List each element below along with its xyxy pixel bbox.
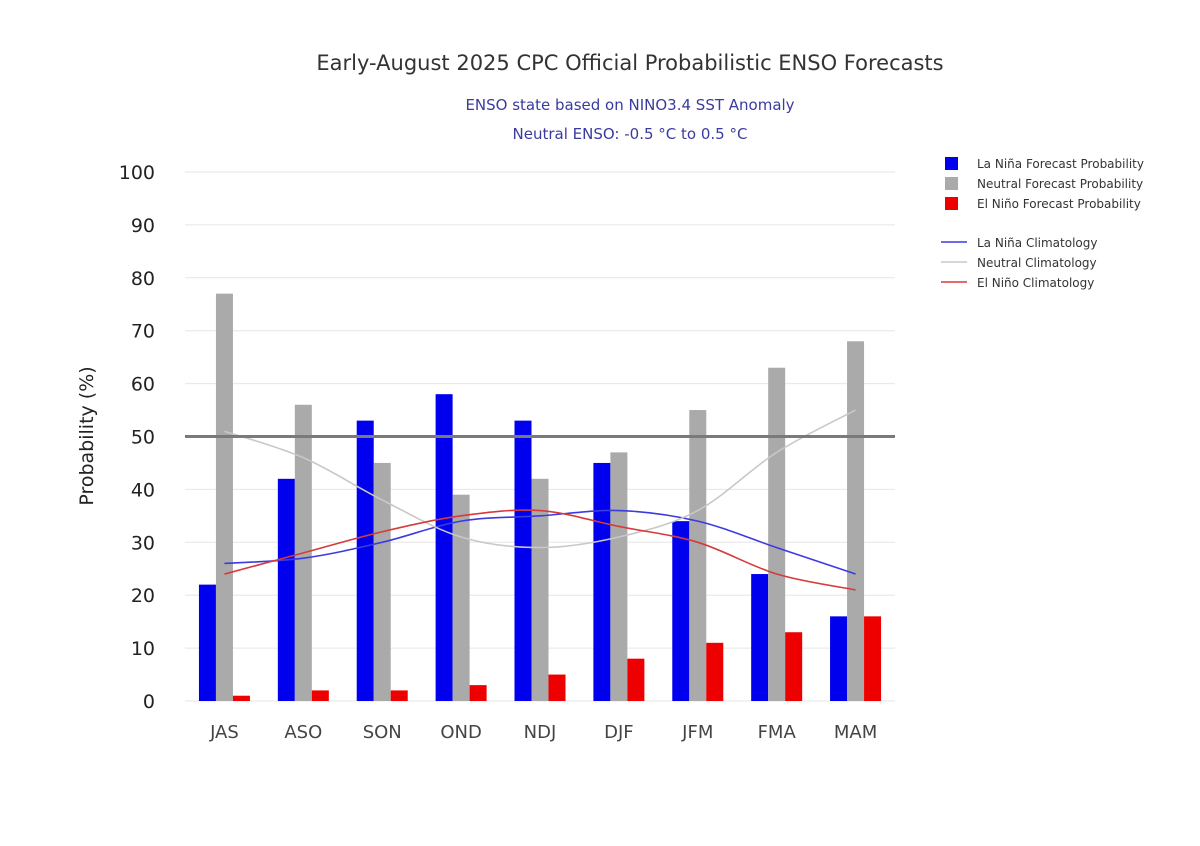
bar-neutral-forecast-probability-son — [373, 462, 391, 701]
legend-swatch — [945, 157, 958, 170]
bar-la-ni-a-forecast-probability-djf — [593, 462, 611, 701]
bar-la-ni-a-forecast-probability-ndj — [514, 420, 532, 701]
bar-la-ni-a-forecast-probability-fma — [751, 574, 769, 701]
legend-swatch — [945, 177, 958, 190]
bar-neutral-forecast-probability-djf — [610, 452, 628, 701]
bar-neutral-forecast-probability-mam — [847, 341, 865, 701]
legend-label: La Niña Climatology — [977, 236, 1097, 250]
line-la-ni-a-climatology — [224, 509, 856, 575]
x-tick-label: ASO — [284, 722, 322, 743]
line-el-ni-o-climatology — [224, 509, 856, 591]
x-tick-label: SON — [363, 722, 402, 743]
bar-la-ni-a-forecast-probability-son — [356, 420, 374, 701]
climatology-lines — [224, 409, 856, 591]
legend-label: Neutral Forecast Probability — [977, 177, 1143, 191]
x-tick-label: JFM — [681, 722, 713, 743]
x-tick-label: MAM — [834, 722, 877, 743]
bar-el-ni-o-forecast-probability-jas — [232, 695, 250, 701]
bar-la-ni-a-forecast-probability-jfm — [672, 521, 690, 701]
bar-el-ni-o-forecast-probability-aso — [311, 690, 329, 701]
y-tick-labels: 0 10 20 30 40 50 60 70 80 90 100 — [119, 162, 155, 713]
y-tick-label: 20 — [131, 585, 155, 607]
bar-neutral-forecast-probability-jas — [215, 293, 233, 701]
chart-title: Early-August 2025 CPC Official Probabili… — [316, 51, 943, 75]
bar-la-ni-a-forecast-probability-jas — [198, 584, 216, 701]
legend-label: La Niña Forecast Probability — [977, 157, 1144, 171]
x-tick-labels: JAS ASO SON OND NDJ DJF JFM FMA MAM — [209, 722, 877, 743]
bar-neutral-forecast-probability-ndj — [531, 478, 549, 701]
bar-el-ni-o-forecast-probability-mam — [864, 616, 882, 701]
chart-subtitle-1: ENSO state based on NINO3.4 SST Anomaly — [465, 96, 794, 114]
y-tick-label: 70 — [131, 321, 155, 343]
bar-neutral-forecast-probability-fma — [768, 367, 786, 701]
x-tick-label: FMA — [758, 722, 797, 743]
y-tick-label: 30 — [131, 532, 155, 554]
x-tick-label: DJF — [604, 722, 634, 743]
y-tick-label: 0 — [143, 691, 155, 713]
legend-label: El Niño Forecast Probability — [977, 197, 1141, 211]
x-tick-label: JAS — [209, 722, 239, 743]
line-neutral-climatology — [224, 409, 856, 549]
y-tick-label: 50 — [131, 427, 155, 449]
legend: La Niña Forecast Probability Neutral Fore… — [941, 157, 1144, 290]
bar-neutral-forecast-probability-jfm — [689, 410, 707, 701]
y-tick-label: 60 — [131, 374, 155, 396]
y-tick-label: 10 — [131, 638, 155, 660]
bar-la-ni-a-forecast-probability-ond — [435, 394, 453, 701]
y-tick-label: 40 — [131, 479, 155, 501]
x-tick-label: OND — [440, 722, 482, 743]
chart-subtitle-2: Neutral ENSO: -0.5 °C to 0.5 °C — [513, 125, 748, 143]
bar-el-ni-o-forecast-probability-son — [390, 690, 408, 701]
bar-el-ni-o-forecast-probability-ndj — [548, 674, 566, 701]
y-tick-label: 80 — [131, 268, 155, 290]
bar-el-ni-o-forecast-probability-fma — [785, 632, 803, 701]
legend-swatch — [945, 197, 958, 210]
legend-label: Neutral Climatology — [977, 256, 1097, 270]
y-tick-label: 100 — [119, 162, 155, 184]
legend-label: El Niño Climatology — [977, 276, 1094, 290]
bar-la-ni-a-forecast-probability-aso — [277, 478, 295, 701]
bar-el-ni-o-forecast-probability-djf — [627, 658, 645, 701]
y-tick-label: 90 — [131, 215, 155, 237]
bar-el-ni-o-forecast-probability-ond — [469, 685, 487, 701]
bars — [198, 293, 882, 701]
x-tick-label: NDJ — [524, 722, 557, 743]
y-axis-label: Probability (%) — [76, 366, 98, 505]
bar-la-ni-a-forecast-probability-mam — [830, 616, 848, 701]
bar-neutral-forecast-probability-ond — [452, 494, 470, 701]
bar-el-ni-o-forecast-probability-jfm — [706, 642, 724, 701]
